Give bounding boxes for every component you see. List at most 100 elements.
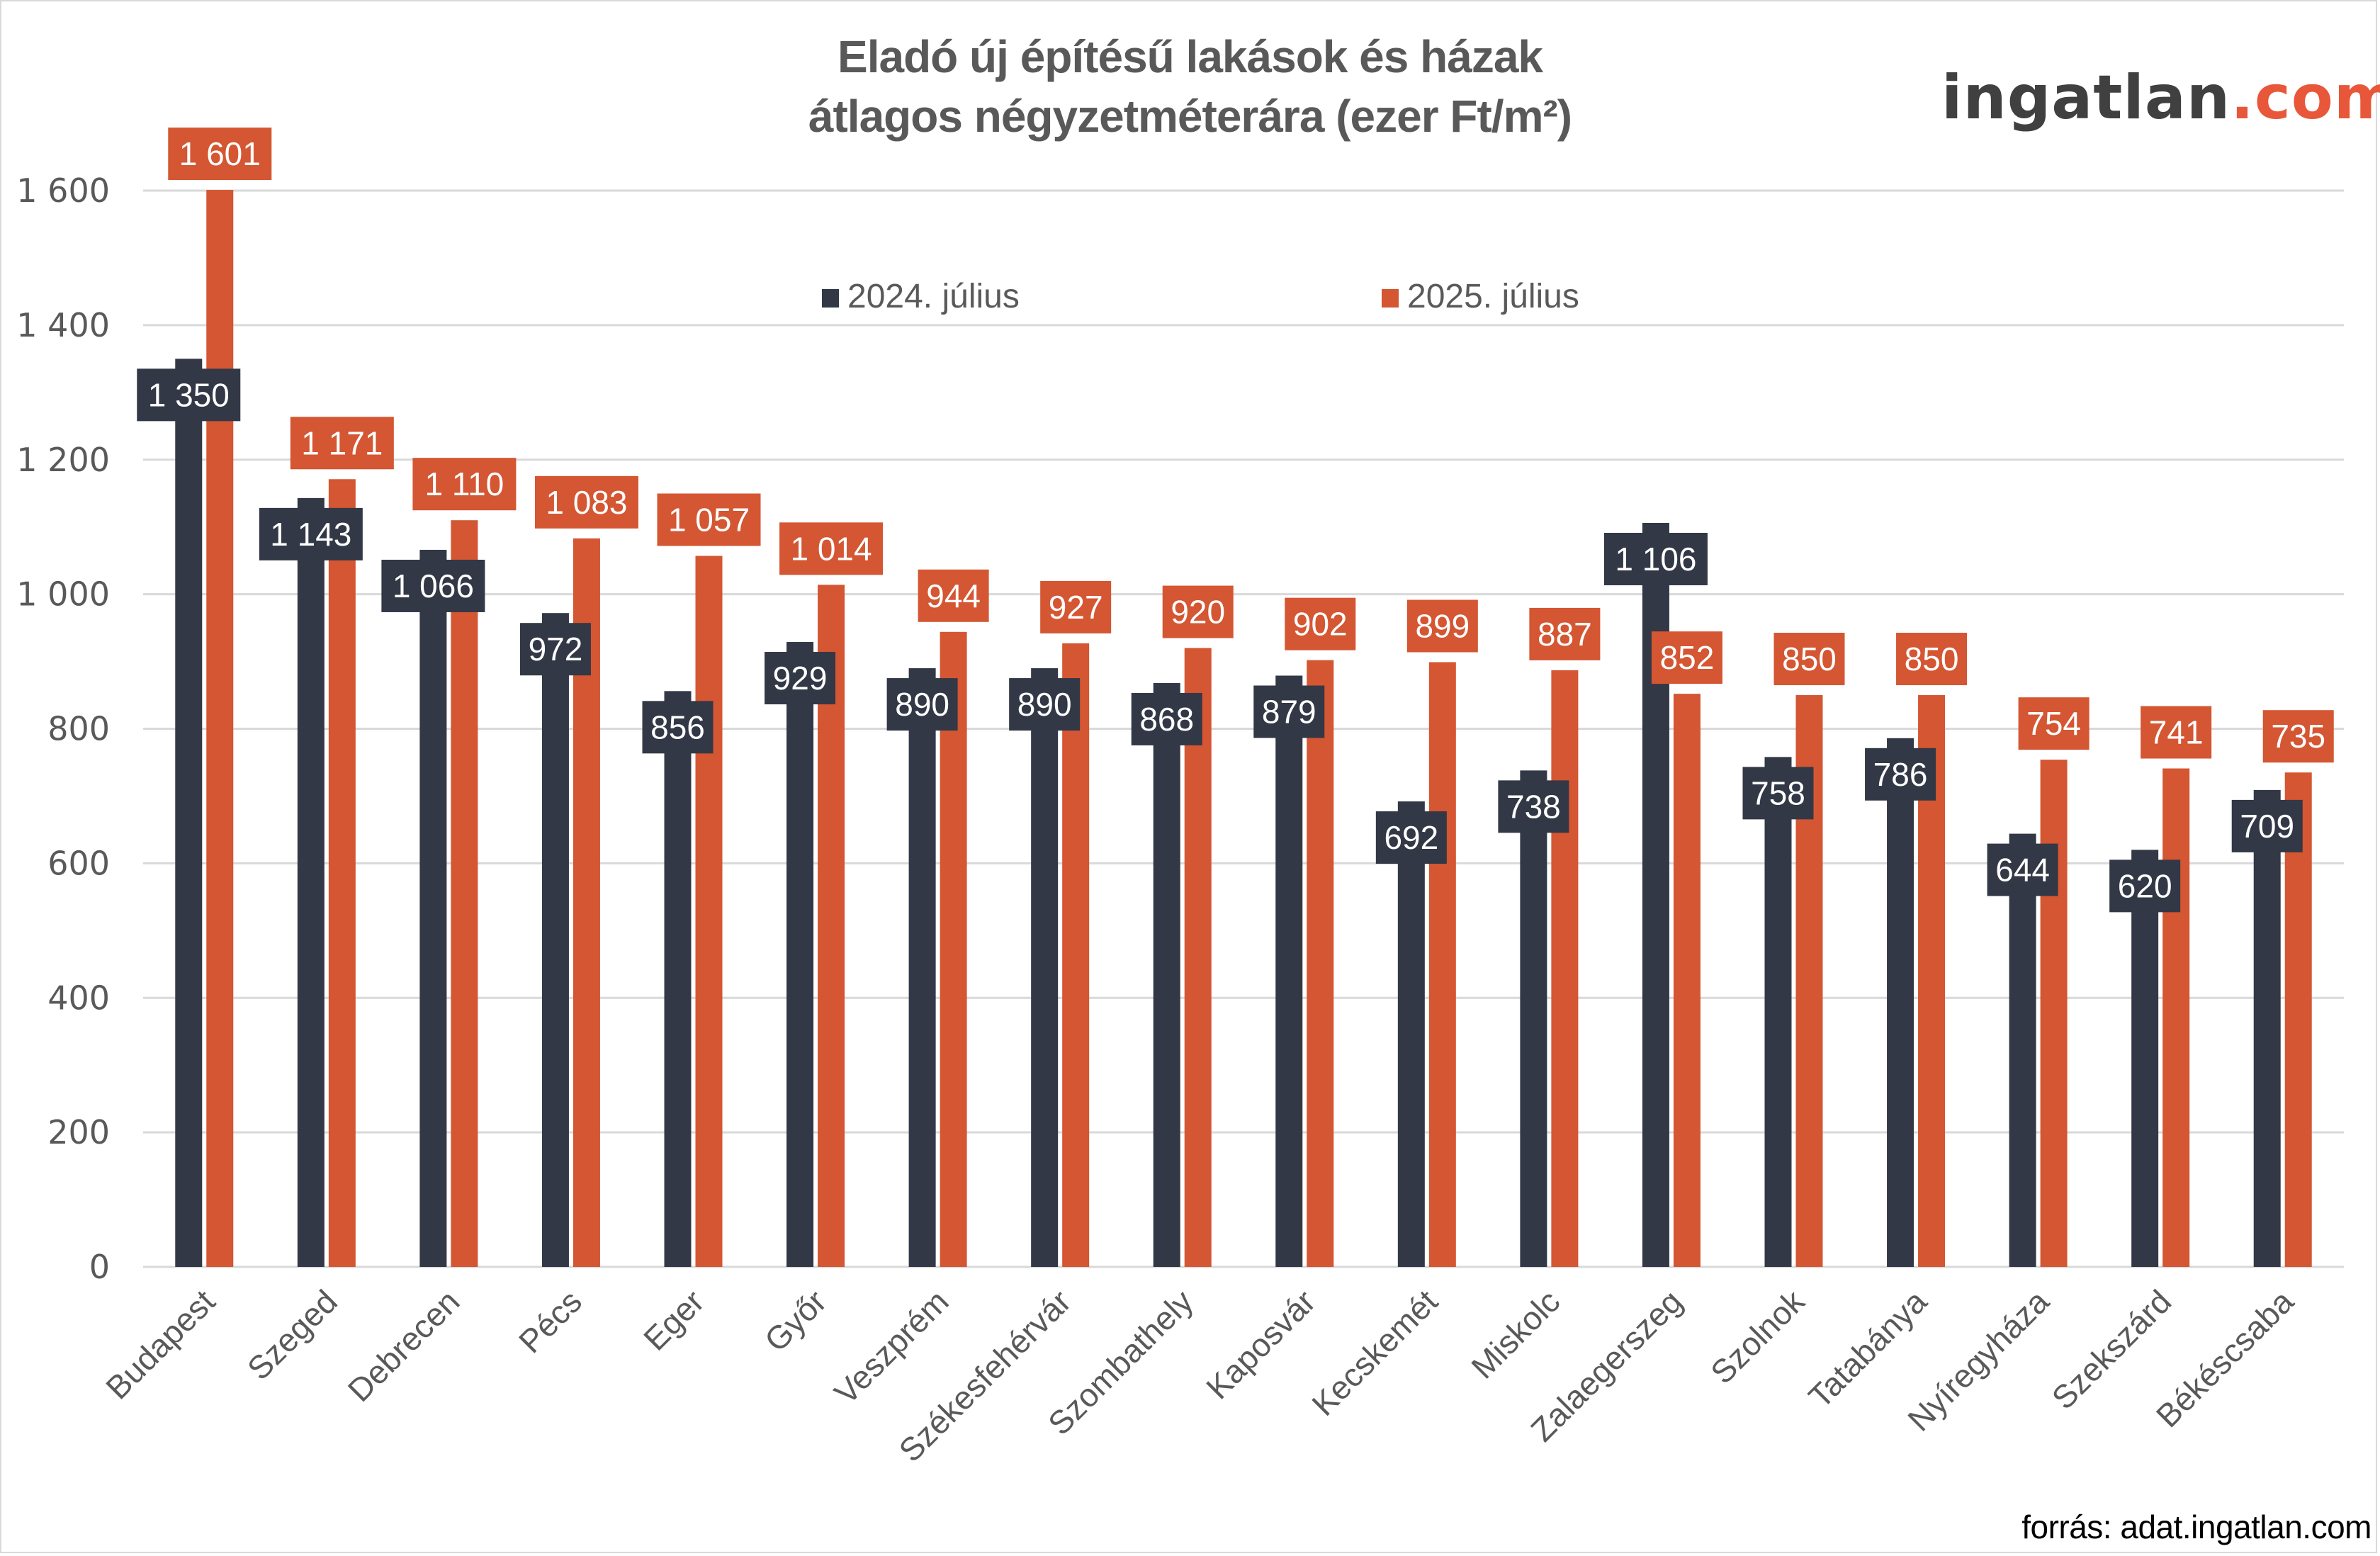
data-label-box-2024 <box>1987 843 2058 896</box>
data-label-2024: 972 <box>529 631 583 667</box>
data-label-box-2024 <box>765 652 836 705</box>
data-label-2024: 856 <box>650 709 705 745</box>
bar-2024 <box>419 549 447 1267</box>
bar-2024 <box>2131 850 2159 1267</box>
data-label-box-2025 <box>534 475 638 529</box>
data-label-box-2025 <box>168 128 272 181</box>
legend-swatch <box>822 289 839 308</box>
data-label-box-2024 <box>1009 678 1081 731</box>
y-tick-label: 1 200 <box>16 441 110 479</box>
legend-label: 2024. július <box>847 278 1020 315</box>
y-tick-label: 200 <box>47 1113 110 1151</box>
data-label-2025: 944 <box>926 577 981 614</box>
data-label-box-2025 <box>1285 597 1356 650</box>
data-label-box-2025 <box>1773 633 1845 686</box>
bar-2024 <box>2253 789 2281 1267</box>
data-label-box-2025 <box>1896 633 1968 686</box>
data-label-box-2024 <box>1498 780 1569 833</box>
data-label-2024: 929 <box>773 660 828 697</box>
data-label-2024: 620 <box>2118 867 2172 904</box>
bar-2024 <box>541 613 569 1267</box>
bar-2025 <box>206 190 234 1267</box>
x-tick-label: Miskolc <box>1464 1282 1567 1385</box>
x-tick-label: Veszprém <box>827 1282 955 1411</box>
y-tick-label: 1 600 <box>16 171 110 210</box>
bar-2024 <box>1397 801 1425 1267</box>
data-label-2025: 754 <box>2026 705 2081 742</box>
data-label-box-2024 <box>1603 532 1708 585</box>
bar-2025 <box>451 520 478 1267</box>
data-label-box-2025 <box>779 522 884 575</box>
data-label-2025: 735 <box>2271 718 2325 755</box>
bar-2025 <box>2284 772 2312 1267</box>
data-label-box-2024 <box>2231 799 2303 852</box>
x-tick-label: Tatabánya <box>1801 1282 1934 1415</box>
data-label-2025: 899 <box>1415 608 1470 645</box>
data-label-box-2025 <box>918 569 989 622</box>
x-tick-label: Kaposvár <box>1199 1282 1322 1406</box>
bar-2025 <box>1428 662 1456 1267</box>
bar-2024 <box>908 668 936 1267</box>
data-label-2025: 852 <box>1660 639 1715 676</box>
data-label-2024: 738 <box>1506 788 1561 825</box>
data-label-box-2025 <box>412 458 517 511</box>
y-tick-label: 600 <box>47 844 110 882</box>
data-label-2024: 692 <box>1384 819 1438 856</box>
data-label-2025: 850 <box>1782 641 1837 677</box>
data-label-2024: 1 066 <box>393 568 474 604</box>
x-tick-label: Debrecen <box>341 1282 467 1409</box>
data-label-2024: 786 <box>1873 756 1928 793</box>
data-label-2025: 1 083 <box>546 484 627 521</box>
data-label-box-2025 <box>1040 580 1112 633</box>
data-label-box-2024 <box>1131 692 1202 745</box>
bar-2025 <box>328 479 356 1267</box>
ingatlan-logo: ingatlan.com <box>1941 62 2380 133</box>
bar-2025 <box>1062 643 1090 1267</box>
data-label-box-2025 <box>1406 599 1478 653</box>
data-label-box-2025 <box>1162 585 1234 638</box>
data-label-2025: 887 <box>1538 616 1592 653</box>
bar-2025 <box>1307 660 1334 1267</box>
bar-2024 <box>175 359 203 1267</box>
data-label-box-2024 <box>1253 685 1325 738</box>
data-label-2025: 1 057 <box>668 502 750 539</box>
bar-2025 <box>1673 694 1701 1267</box>
x-tick-label: Szekszárd <box>2045 1282 2179 1416</box>
data-label-2024: 879 <box>1262 693 1316 730</box>
y-tick-label: 400 <box>47 979 110 1017</box>
data-label-2024: 1 143 <box>270 516 351 553</box>
data-label-box-2025 <box>2141 706 2212 759</box>
logo-domain: .com <box>2230 62 2380 133</box>
bar-2025 <box>940 631 967 1267</box>
data-label-2024: 709 <box>2240 808 2294 845</box>
bar-2024 <box>1520 770 1547 1267</box>
data-label-2025: 1 110 <box>425 466 504 502</box>
data-label-2025: 850 <box>1905 641 1959 677</box>
bars <box>175 190 2312 1268</box>
chart-title-line-1: Eladó új építésű lakások és házak <box>837 31 1543 82</box>
data-label-2025: 741 <box>2149 714 2204 751</box>
bar-2025 <box>695 556 723 1267</box>
data-label-2024: 890 <box>1017 686 1072 723</box>
bar-2024 <box>297 497 325 1267</box>
data-label-2024: 644 <box>1995 852 2050 889</box>
x-tick-label: Kecskemét <box>1304 1282 1445 1423</box>
legend: 2024. július 2025. július <box>822 278 1579 315</box>
y-tick-label: 1 000 <box>16 575 110 614</box>
data-label-box-2024 <box>259 507 363 560</box>
data-label-2025: 927 <box>1049 589 1103 626</box>
bar-2024 <box>1275 675 1303 1267</box>
bar-2025 <box>1184 648 1212 1267</box>
data-label-2025: 1 601 <box>179 135 261 172</box>
y-tick-label: 800 <box>47 710 110 748</box>
data-label-box-2024 <box>886 678 958 731</box>
chart-title: Eladó új építésű lakások és házak átlago… <box>0 27 2380 146</box>
y-tick-label: 0 <box>89 1248 110 1286</box>
data-label-box-2024 <box>1742 767 1814 820</box>
data-label-box-2025 <box>657 493 761 546</box>
y-axis-ticks: 0 200 400 600 800 1 000 1 200 1 400 1 600 <box>16 171 110 1286</box>
y-tick-label: 1 400 <box>16 306 110 344</box>
logo-name: ingatlan <box>1941 62 2231 133</box>
data-label-2024: 1 106 <box>1615 541 1696 577</box>
